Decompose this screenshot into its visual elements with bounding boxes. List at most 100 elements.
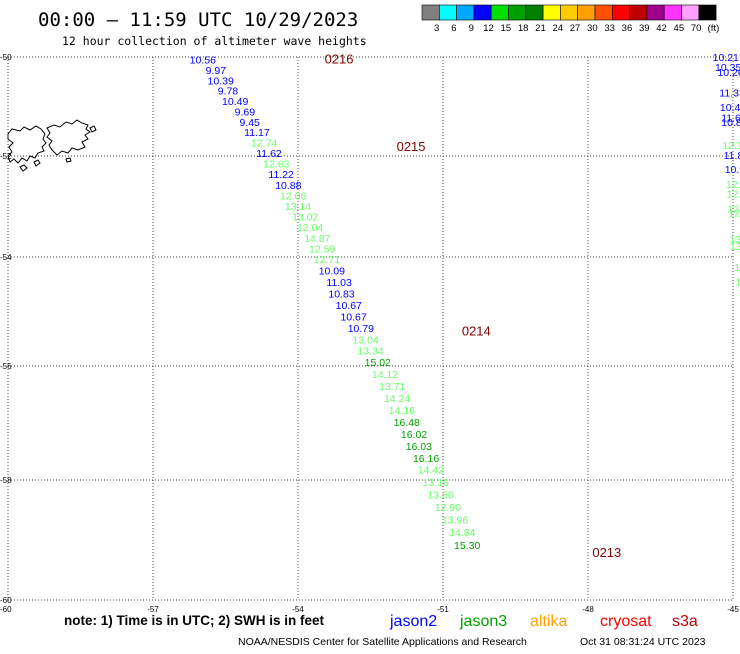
satellite-legend-altika: altika	[530, 613, 567, 630]
wave-height-label: 14.84	[449, 527, 475, 539]
chart-subtitle: 12 hour collection of altimeter wave hei…	[62, 34, 367, 48]
wave-height-label: 13.81	[730, 241, 740, 253]
wave-height-label: 12.04	[297, 222, 323, 234]
colorbar-tick-label: 39	[639, 23, 650, 34]
pass-time-label: 0215	[397, 139, 426, 154]
colorbar-swatch	[611, 4, 630, 21]
colorbar-swatch	[577, 4, 596, 21]
wave-height-label: 11.03	[326, 277, 352, 289]
colorbar-tick-label: 70	[691, 23, 702, 34]
wave-height-label: 13.71	[379, 381, 405, 393]
colorbar-tick-label: 21	[535, 23, 546, 34]
wave-height-label: 12.63	[728, 204, 740, 216]
x-tick-label: -48	[582, 605, 594, 614]
colorbar-swatch	[473, 4, 492, 21]
footer-note: note: 1) Time is in UTC; 2) SWH is in fe…	[64, 613, 325, 628]
wave-height-label: 12.74	[251, 138, 277, 150]
wave-height-label: 9.45	[239, 117, 260, 129]
wave-height-label: 14.24	[384, 393, 410, 405]
wave-height-label: 12.71	[314, 254, 340, 266]
chart-title: 00:00 – 11:59 UTC 10/29/2023	[38, 9, 358, 31]
wave-height-label: 16.48	[394, 417, 420, 429]
wave-height-label: 14.87	[304, 233, 330, 245]
y-tick-label: -52	[0, 152, 12, 161]
wave-height-label: 10.88	[275, 180, 301, 192]
wave-height-label: 10.49	[222, 96, 248, 108]
colorbar-swatch	[508, 4, 527, 21]
colorbar-swatch	[698, 4, 717, 21]
colorbar-tick-label: 6	[451, 23, 456, 34]
wave-height-label: 13.34	[357, 346, 383, 358]
wave-height-label: 11.22	[268, 169, 294, 181]
wave-height-label: 10.88	[721, 117, 740, 129]
wave-height-label: 13.02	[292, 212, 318, 224]
wave-height-label: 10.83	[328, 289, 354, 301]
y-tick-label: -60	[0, 596, 12, 605]
colorbar-tick-label: 33	[604, 23, 615, 34]
wave-height-label: 14.16	[389, 405, 415, 417]
wave-height-label: 16.03	[406, 441, 432, 453]
colorbar-tick-label: 30	[587, 23, 598, 34]
wave-height-label: 10.39	[208, 75, 234, 87]
wave-height-label: 16.02	[401, 429, 427, 441]
colorbar-tick-label: 45	[674, 23, 685, 34]
x-tick-label: -54	[292, 605, 304, 614]
wave-height-label: 13.16	[423, 477, 449, 489]
coastline-east	[46, 119, 91, 156]
wave-height-label: 12.63	[263, 159, 289, 171]
footer-timestamp: Oct 31 08:31:24 UTC 2023	[580, 636, 706, 648]
wave-height-label: 13.	[739, 287, 740, 299]
satellite-legend-s3a: s3a	[672, 613, 698, 630]
colorbar-swatch	[490, 4, 509, 21]
colorbar-swatch	[629, 4, 648, 21]
y-tick-label: -58	[0, 476, 12, 485]
y-tick-label: -50	[0, 53, 12, 62]
coastline-islet-4	[89, 125, 97, 133]
wave-height-label: 10.67	[340, 311, 366, 323]
pass-time-labels: 0216 0215 0214 0213	[325, 51, 622, 560]
colorbar-swatch	[542, 4, 561, 21]
pass-time-label: 0216	[325, 51, 354, 66]
pass-time-label: 0213	[592, 545, 621, 560]
wave-height-label: 11.17	[244, 127, 270, 139]
wave-height-label: 10.79	[348, 323, 374, 335]
wave-height-label: 9.78	[218, 86, 239, 98]
wave-height-label: 13.6	[734, 262, 740, 274]
x-tick-label: -45	[727, 605, 739, 614]
colorbar-swatch	[560, 4, 579, 21]
colorbar-legend: 3 6 9 12 15 18 21 24 27 30 33 36 39 42 45 70 (ft)	[421, 4, 720, 34]
satellite-legend: jason2 jason3 altika cryosat s3a	[389, 613, 698, 630]
colorbar-tick-label: 42	[656, 23, 667, 34]
map-grid	[7, 56, 734, 601]
wave-height-label: 11.83	[724, 150, 740, 162]
x-tick-label: -51	[437, 605, 449, 614]
colorbar-swatch	[525, 4, 544, 21]
coastline-islet-2	[33, 159, 41, 167]
wave-height-label: 11.64	[721, 112, 740, 124]
wave-height-label: 12.90	[435, 502, 461, 514]
coastline-west	[7, 125, 47, 164]
coastline-islet-1	[19, 164, 28, 172]
corner-tick-label: -60	[0, 605, 12, 614]
colorbar-swatch	[421, 4, 440, 21]
wave-height-label: 10.41	[720, 102, 740, 114]
axis-tick-labels: -50 -52 -54 -56 -58 -60-60 -57 -54 -51 -48 -45	[0, 53, 739, 614]
satellite-legend-jason2: jason2	[389, 613, 437, 630]
colorbar-tick-label: (ft)	[708, 23, 720, 34]
wave-height-label: 10.09	[319, 266, 345, 278]
wave-height-label: 12.59	[309, 243, 335, 255]
wave-height-label: 10.67	[336, 300, 362, 312]
wave-height-label: 9.97	[206, 65, 227, 77]
wave-height-label: 10.21	[713, 52, 739, 64]
wave-height-label: 11.33	[719, 88, 740, 100]
wave-height-values: 10.569.9710.399.7810.499.699.4511.1712.7…	[190, 52, 740, 552]
colorbar-tick-label: 3	[434, 23, 439, 34]
wave-height-label: 12.03	[729, 208, 740, 220]
coastline-islet-3	[65, 157, 72, 163]
satellite-legend-jason3: jason3	[459, 613, 507, 630]
colorbar-swatch	[663, 4, 682, 21]
colorbar-tick-label: 12	[483, 23, 494, 34]
colorbar-tick-label: 24	[552, 23, 563, 34]
